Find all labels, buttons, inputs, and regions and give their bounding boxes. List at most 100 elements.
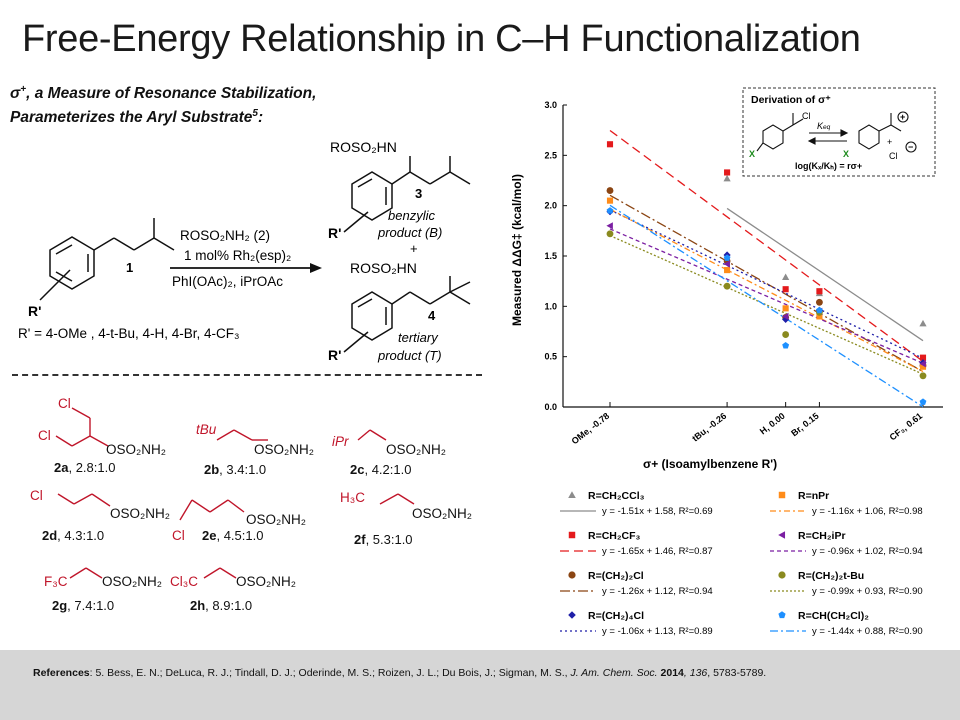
legend-marker-5: [778, 531, 786, 539]
reagent-2a-cl-left: Cl: [38, 428, 51, 443]
fit-line-7: [609, 204, 924, 408]
product-3-label: ROSO₂HN: [330, 139, 397, 155]
reagent-2g-group: F₃C: [44, 574, 68, 589]
data-point-7-3: [816, 306, 823, 314]
inset-keq-sub: eq: [823, 124, 831, 131]
reagent-2g-ratio: , 7.4:1.0: [67, 598, 114, 613]
svg-text:2h, 8.9:1.0: 2h, 8.9:1.0: [190, 598, 252, 613]
legend-marker-3: [568, 611, 576, 619]
references-journal: J. Am. Chem. Soc.: [570, 667, 658, 679]
inset-plus-symbol: +: [900, 112, 905, 122]
subtitle: σ+, a Measure of Resonance Stabilization…: [10, 80, 316, 128]
legend-fit-7: y = -1.44x + 0.88, R²=0.90: [812, 626, 923, 637]
references-authors: : 5. Bess, E. N.; DeLuca, R. J.; Tindall…: [89, 667, 571, 679]
reagent-2a-ratio: , 2.8:1.0: [68, 460, 115, 475]
data-point-4-4: [919, 363, 927, 370]
fit-line-3: [609, 209, 924, 359]
y-tick-label: 0.0: [544, 402, 557, 412]
data-point-3-2: [782, 315, 790, 324]
svg-text:2d, 4.3:1.0: 2d, 4.3:1.0: [42, 528, 104, 543]
legend-marker-4: [778, 491, 786, 499]
reagent-bonds: [55, 407, 415, 579]
data-point-0-3: [919, 319, 927, 327]
product-4-r-prime: R': [328, 347, 341, 363]
reagent-2c-group: iPr: [332, 434, 349, 449]
reagent-2c-sulfamate: OSO₂NH₂: [386, 442, 446, 457]
legend-series-name-0: R=CH₂CCl₃: [588, 490, 645, 502]
sigma-symbol: σ: [10, 85, 21, 103]
x-tick-label: Br, 0.15: [789, 411, 820, 439]
subtitle-line1: , a Measure of Resonance Stabilization,: [26, 85, 317, 103]
legend-series-name-1: R=CH₂CF₃: [588, 530, 641, 542]
benzylic-line1: benzylic: [388, 208, 435, 223]
section-divider: [12, 374, 482, 376]
fit-line-1: [609, 129, 924, 362]
references: References: 5. Bess, E. N.; DeLuca, R. J…: [33, 667, 766, 679]
y-tick-label: 1.0: [544, 301, 557, 311]
page-title: Free-Energy Relationship in C–H Function…: [22, 18, 861, 60]
inset-x-left: X: [749, 149, 755, 159]
inset-keq: K: [817, 121, 824, 131]
tertiary-line1: tertiary: [398, 330, 439, 345]
data-point-1-3: [816, 288, 823, 295]
legend-fit-0: y = -1.51x + 1.58, R²=0.69: [602, 506, 713, 517]
data-point-5-4: [919, 360, 926, 368]
data-point-7-1: [723, 254, 731, 261]
references-bar: [0, 650, 960, 720]
svg-text:2c, 4.2:1.0: 2c, 4.2:1.0: [350, 462, 411, 477]
reagent-2f-sulfamate: OSO₂NH₂: [412, 506, 472, 521]
reagent-2d-id: 2d: [42, 528, 57, 543]
substrate-structure: [39, 218, 175, 301]
data-point-1-4: [919, 354, 927, 361]
y-axis-label: Measured ΔΔG‡ (kcal/mol): [510, 174, 524, 326]
x-tick-label: CF₃, 0.61: [888, 411, 925, 443]
reagent-line2: 1 mol% Rh₂(esp)₂: [184, 248, 291, 263]
legend-series-name-7: R=CH(CH₂Cl)₂: [798, 610, 869, 622]
x-axis-label: σ+ (Isoamylbenzene R'): [643, 457, 777, 471]
legend-fit-4: y = -1.16x + 1.06, R²=0.98: [812, 506, 923, 517]
svg-text:2e, 4.5:1.0: 2e, 4.5:1.0: [202, 528, 263, 543]
legend-series-name-2: R=(CH₂)₂Cl: [588, 570, 644, 582]
fit-line-0: [726, 207, 924, 342]
reagent-2c-ratio: , 4.2:1.0: [364, 462, 411, 477]
compound-3-label: 3: [415, 186, 422, 201]
fit-line-2: [609, 194, 924, 373]
reagent-2d-ratio: , 4.3:1.0: [57, 528, 104, 543]
chart-legend: R=CH₂CCl₃ y = -1.51x + 1.58, R²=0.69 R=CH₂…: [560, 490, 923, 637]
subtitle-colon: :: [257, 109, 264, 127]
reagent-2h-sulfamate: OSO₂NH₂: [236, 574, 296, 589]
references-label: References: [33, 667, 90, 679]
legend-marker-1: [568, 531, 576, 539]
legend-fit-3: y = -1.06x + 1.13, R²=0.89: [602, 626, 713, 637]
reagent-table: Cl Cl tBu iPr Cl Cl H₃C F₃C Cl₃C OSO₂NH₂…: [30, 396, 472, 613]
subtitle-line2: Parameterizes the Aryl Substrate: [10, 109, 253, 127]
inset-cl-left: Cl: [802, 111, 811, 121]
legend-marker-0: [568, 491, 576, 499]
svg-text:2g, 7.4:1.0: 2g, 7.4:1.0: [52, 598, 114, 613]
data-point-0-0: [723, 174, 731, 182]
product-4-label: ROSO₂HN: [350, 260, 417, 276]
data-point-7-4: [919, 398, 927, 405]
y-tick-label: 0.5: [544, 352, 557, 362]
reagent-2e-id: 2e: [202, 528, 216, 543]
legend-fit-2: y = -1.26x + 1.12, R²=0.94: [602, 586, 713, 597]
compound-1-label: 1: [126, 260, 133, 275]
svg-text:2b, 3.4:1.0: 2b, 3.4:1.0: [204, 462, 266, 477]
inset-cl-anion: Cl: [889, 151, 898, 161]
data-point-4-1: [724, 267, 731, 274]
legend-marker-6: [778, 571, 786, 579]
inset-minus-symbol: −: [908, 142, 913, 152]
data-point-6-1: [723, 282, 731, 290]
data-point-2-3: [815, 298, 823, 306]
plus-sign: +: [410, 241, 418, 256]
data-point-6-0: [606, 230, 614, 238]
references-year: 2014: [657, 667, 684, 679]
reagent-2f-ratio: , 5.3:1.0: [366, 532, 413, 547]
inset-title: Derivation of σ⁺: [751, 94, 831, 106]
inset-x-right: X: [843, 149, 849, 159]
x-tick-label: H, 0.00: [758, 411, 787, 437]
hammett-chart: 0.0 0.5 1.0 1.5 2.0 2.5 3.0 OMe, -0.78 tBu, -0.2…: [510, 87, 943, 471]
fit-line-6: [609, 235, 924, 375]
reaction-scheme: 1 R' ROSO₂NH₂ (2) 1 mol% Rh₂(esp)₂ PhI(O…: [18, 139, 471, 363]
y-tick-label: 2.0: [544, 201, 557, 211]
